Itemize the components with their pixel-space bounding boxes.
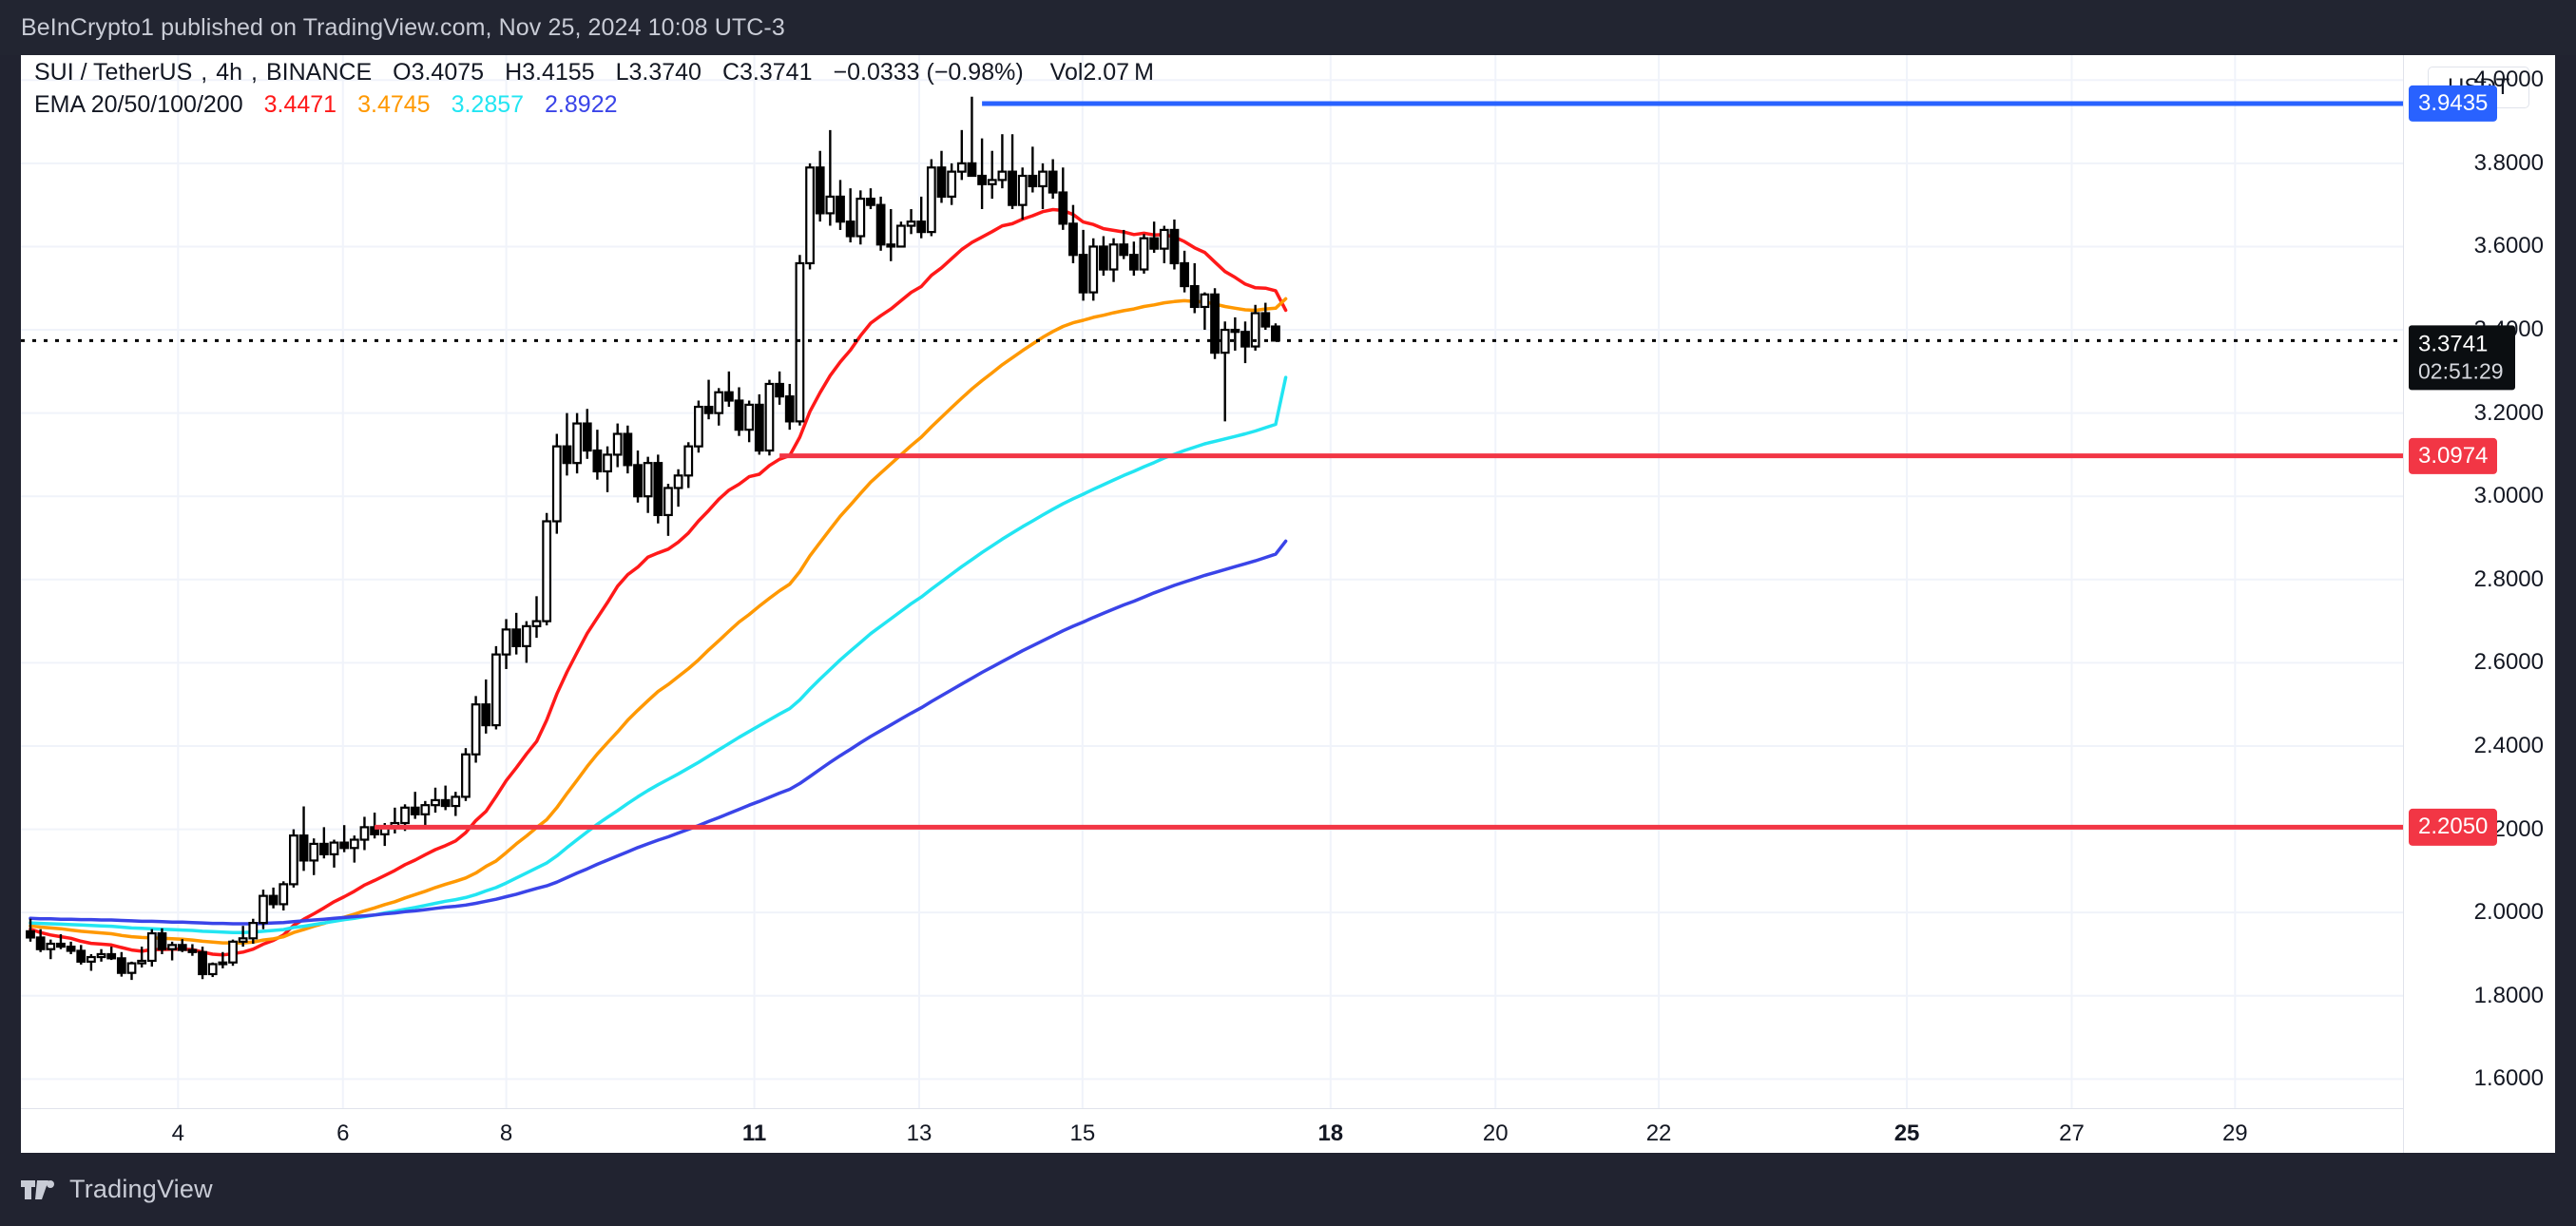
legend-symbol[interactable]: SUI / TetherUS: [34, 59, 193, 86]
time-tick: 15: [1069, 1121, 1096, 1146]
price-tick: 2.4000: [2473, 732, 2544, 758]
legend-comma2: ,: [251, 59, 258, 86]
legend-high: H3.4155: [505, 59, 595, 86]
legend-low: L3.3740: [615, 59, 702, 86]
price-axis-divider: [2403, 55, 2404, 1153]
price-tick: 2.6000: [2473, 649, 2544, 676]
price-tick: 3.2000: [2473, 399, 2544, 426]
ema100-value: 3.2857: [451, 91, 525, 118]
ema-legend-title[interactable]: EMA 20/50/100/200: [34, 91, 243, 118]
legend-change: −0.0333 (−0.98%): [833, 59, 1024, 86]
bar-countdown: 02:51:29: [2418, 357, 2504, 383]
time-tick: 25: [1894, 1121, 1920, 1146]
candlestick-plot: [21, 55, 2403, 1108]
last-price-badge[interactable]: 3.3741 02:51:29: [2409, 325, 2515, 391]
legend-volume: Vol2.07 M: [1049, 59, 1154, 86]
price-badge-resistance[interactable]: 3.9435: [2409, 85, 2498, 123]
legend-close: C3.3741: [721, 59, 813, 86]
time-tick: 13: [906, 1121, 932, 1146]
price-tick: 1.6000: [2473, 1065, 2544, 1092]
chart-panel[interactable]: SUI / TetherUS , 4h , BINANCE O3.4075 H3…: [21, 55, 2555, 1153]
legend-interval[interactable]: 4h: [216, 59, 243, 86]
time-tick: 22: [1645, 1121, 1672, 1146]
ema50-value: 3.4745: [357, 91, 431, 118]
price-tick: 2.8000: [2473, 565, 2544, 592]
time-tick: 11: [741, 1121, 767, 1146]
price-tick: 3.8000: [2473, 149, 2544, 176]
time-tick: 29: [2221, 1121, 2248, 1146]
time-tick: 6: [336, 1121, 350, 1146]
time-tick: 27: [2059, 1121, 2085, 1146]
legend-open: O3.4075: [393, 59, 485, 86]
tradingview-brand-label: TradingView: [69, 1175, 213, 1203]
chart-pane[interactable]: [21, 55, 2403, 1153]
time-tick: 8: [499, 1121, 513, 1146]
legend-exchange[interactable]: BINANCE: [266, 59, 373, 86]
price-tick: 3.0000: [2473, 483, 2544, 509]
tradingview-mark-icon: [21, 1179, 54, 1199]
time-axis[interactable]: 4 6 8 11 13 15 18 20 22 25 27 29: [21, 1108, 2403, 1153]
time-tick: 20: [1482, 1121, 1509, 1146]
time-tick: 18: [1317, 1121, 1344, 1146]
time-tick: 4: [171, 1121, 185, 1146]
tradingview-logo[interactable]: TradingView: [0, 1175, 213, 1204]
price-tick: 1.8000: [2473, 982, 2544, 1008]
ohlc-legend-row: SUI / TetherUS , 4h , BINANCE O3.4075 H3…: [34, 61, 1163, 85]
legend-comma1: ,: [201, 59, 208, 86]
ema200-value: 2.8922: [545, 91, 618, 118]
ema-legend-row: EMA 20/50/100/200 3.4471 3.4745 3.2857 2…: [34, 93, 1163, 117]
price-tick: 2.0000: [2473, 899, 2544, 926]
time-axis-divider: [21, 1108, 2403, 1109]
last-price-value: 3.3741: [2418, 331, 2489, 357]
price-axis[interactable]: USDT 4.00003.80003.60003.40003.20003.000…: [2403, 55, 2555, 1153]
footer-bar: TradingView: [0, 1153, 2576, 1226]
attribution-text: BeInCrypto1 published on TradingView.com…: [21, 13, 785, 41]
chart-legend: SUI / TetherUS , 4h , BINANCE O3.4075 H3…: [34, 61, 1163, 117]
price-badge-support-upper[interactable]: 3.0974: [2409, 437, 2498, 474]
price-badge-support-lower[interactable]: 2.2050: [2409, 809, 2498, 846]
attribution-bar: BeInCrypto1 published on TradingView.com…: [0, 0, 2576, 55]
ema20-value: 3.4471: [263, 91, 337, 118]
price-tick: 3.6000: [2473, 233, 2544, 259]
